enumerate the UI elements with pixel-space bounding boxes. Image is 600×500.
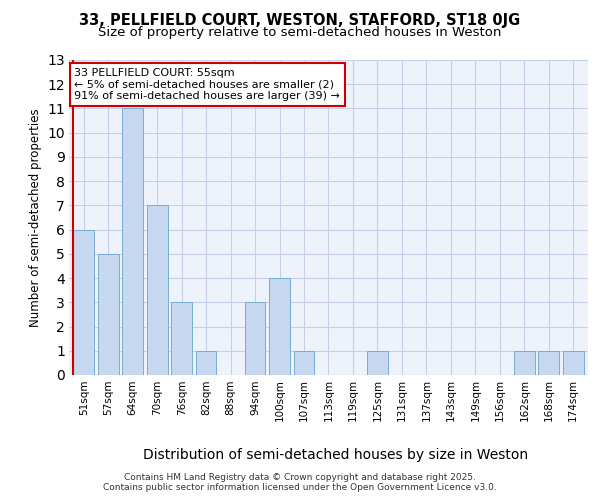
Bar [269, 278, 290, 375]
Text: 33 PELLFIELD COURT: 55sqm
← 5% of semi-detached houses are smaller (2)
91% of se: 33 PELLFIELD COURT: 55sqm ← 5% of semi-d… [74, 68, 340, 101]
Bar [147, 206, 167, 375]
Text: Contains HM Land Registry data © Crown copyright and database right 2025.
Contai: Contains HM Land Registry data © Crown c… [103, 473, 497, 492]
Bar [514, 351, 535, 375]
Bar [98, 254, 119, 375]
Bar [73, 230, 94, 375]
Y-axis label: Number of semi-detached properties: Number of semi-detached properties [29, 108, 41, 327]
Text: 33, PELLFIELD COURT, WESTON, STAFFORD, ST18 0JG: 33, PELLFIELD COURT, WESTON, STAFFORD, S… [79, 12, 521, 28]
Bar [367, 351, 388, 375]
Bar [563, 351, 584, 375]
Bar [538, 351, 559, 375]
Bar [122, 108, 143, 375]
Text: Distribution of semi-detached houses by size in Weston: Distribution of semi-detached houses by … [143, 448, 529, 462]
Bar [171, 302, 192, 375]
Bar [245, 302, 265, 375]
Text: Size of property relative to semi-detached houses in Weston: Size of property relative to semi-detach… [98, 26, 502, 39]
Bar [196, 351, 217, 375]
Bar [293, 351, 314, 375]
